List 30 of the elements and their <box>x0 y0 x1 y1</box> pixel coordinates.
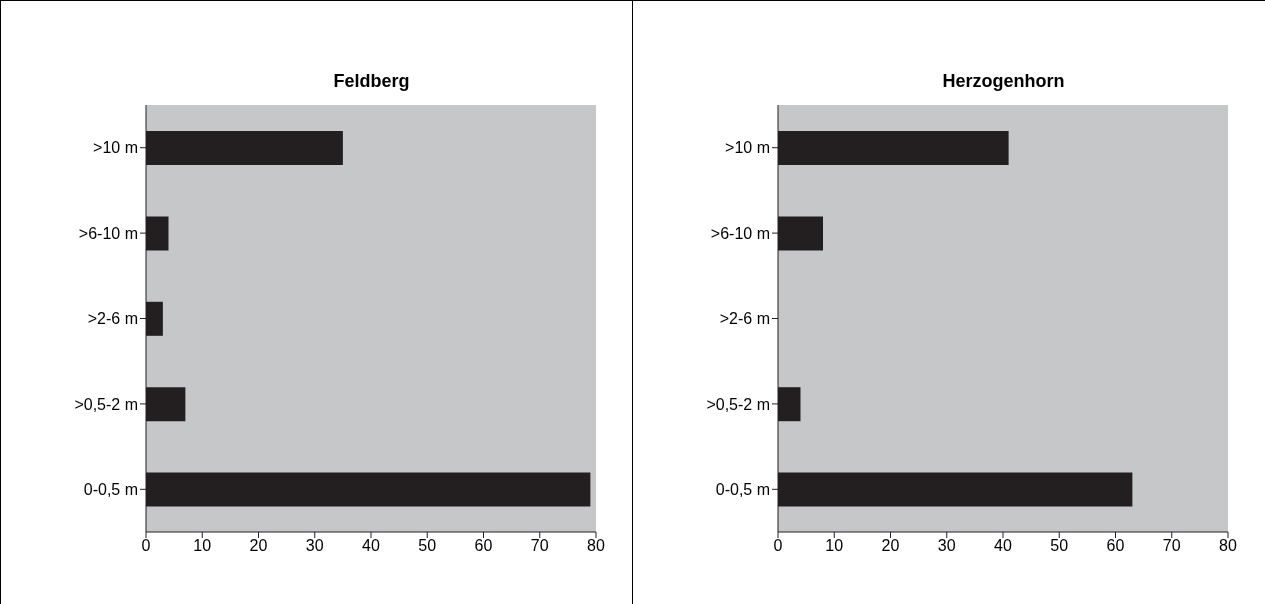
y-tick-label: 0-0,5 m <box>715 480 770 498</box>
x-tick-label: 70 <box>1162 537 1181 555</box>
x-tick-label: 10 <box>825 537 844 555</box>
x-tick-label: 0 <box>773 537 783 555</box>
x-tick-label: 20 <box>881 537 900 555</box>
x-tick-label: 80 <box>587 537 605 555</box>
x-tick-label: 50 <box>418 537 437 555</box>
x-tick-label: 60 <box>474 537 493 555</box>
y-tick-label: >10 m <box>725 139 770 157</box>
x-tick-label: 0 <box>141 537 151 555</box>
y-tick-label: >2-6 m <box>87 310 138 328</box>
x-tick-label: 30 <box>305 537 324 555</box>
y-tick-label: >0,5-2 m <box>706 395 770 413</box>
chart-title: Herzogenhorn <box>941 71 1066 92</box>
x-tick-label: 30 <box>937 537 956 555</box>
y-tick-label: >6-10 m <box>78 224 138 242</box>
y-tick-label: >0,5-2 m <box>74 395 138 413</box>
chart-title: Feldberg <box>332 71 411 92</box>
y-tick-label: >10 m <box>93 139 138 157</box>
x-tick-label: 50 <box>1050 537 1069 555</box>
x-tick-label: 60 <box>1106 537 1125 555</box>
x-tick-label: 40 <box>362 537 380 555</box>
y-tick-label: 0-0,5 m <box>83 480 138 498</box>
y-tick-label: >6-10 m <box>710 224 770 242</box>
x-tick-label: 70 <box>530 537 549 555</box>
y-tick-label: >2-6 m <box>719 310 770 328</box>
x-tick-label: 10 <box>193 537 212 555</box>
x-tick-label: 20 <box>249 537 268 555</box>
x-tick-label: 40 <box>994 537 1012 555</box>
x-tick-label: 80 <box>1219 537 1237 555</box>
